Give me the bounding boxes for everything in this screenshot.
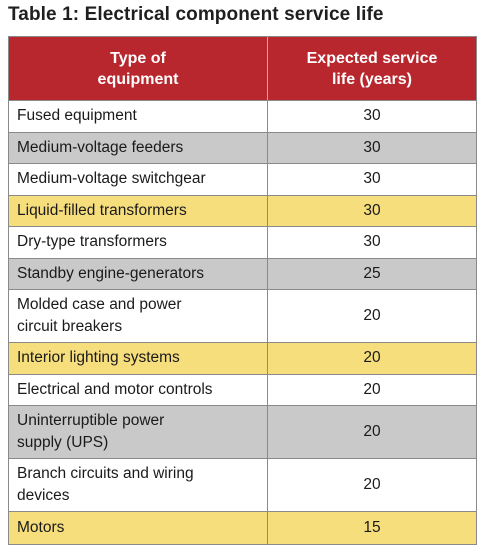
service-life-cell: 30 bbox=[363, 138, 381, 156]
equipment-cell: Electrical and motor controls bbox=[9, 374, 268, 405]
table-row: Interior lighting systems 20 bbox=[9, 343, 476, 375]
table-row: Electrical and motor controls 20 bbox=[9, 374, 476, 406]
equipment-cell: Interior lighting systems bbox=[9, 343, 268, 374]
equipment-cell: Fused equipment bbox=[9, 101, 268, 132]
equipment-cell: Molded case and power circuit breakers bbox=[9, 290, 268, 342]
table-row: Medium-voltage feeders 30 bbox=[9, 132, 476, 164]
service-life-cell: 15 bbox=[363, 518, 381, 536]
service-life-cell: 30 bbox=[363, 233, 381, 251]
table-row: Molded case and power circuit breakers 2… bbox=[9, 290, 476, 343]
table-row: Medium-voltage switchgear 30 bbox=[9, 164, 476, 196]
table-row: Standby engine-generators 25 bbox=[9, 258, 476, 290]
equipment-cell: Medium-voltage switchgear bbox=[9, 164, 268, 195]
table-row: Fused equipment 30 bbox=[9, 101, 476, 133]
table-row: Branch circuits and wiring devices 20 bbox=[9, 459, 476, 512]
service-life-cell: 30 bbox=[363, 170, 381, 188]
equipment-cell: Liquid-filled transformers bbox=[9, 195, 268, 226]
service-life-cell: 20 bbox=[363, 476, 381, 493]
table-title: Table 1: Electrical component service li… bbox=[8, 4, 384, 25]
table-row: Motors 15 bbox=[9, 512, 476, 544]
service-life-cell: 20 bbox=[363, 349, 381, 367]
service-life-cell: 30 bbox=[363, 201, 381, 219]
equipment-cell: Dry-type transformers bbox=[9, 227, 268, 258]
service-life-cell: 20 bbox=[363, 423, 381, 440]
equipment-cell: Medium-voltage feeders bbox=[9, 132, 268, 163]
table-row: Uninterruptible power supply (UPS) 20 bbox=[9, 406, 476, 459]
table-row: Liquid-filled transformers 30 bbox=[9, 195, 476, 227]
header-equipment-type: Type of equipment bbox=[9, 37, 268, 100]
service-life-cell: 25 bbox=[363, 264, 381, 282]
equipment-cell: Branch circuits and wiring devices bbox=[9, 459, 268, 511]
service-life-table: Type of equipment Expected service life … bbox=[8, 36, 477, 545]
table-header: Type of equipment Expected service life … bbox=[9, 37, 476, 101]
equipment-cell: Motors bbox=[9, 512, 268, 544]
service-life-cell: 30 bbox=[363, 107, 381, 125]
equipment-cell: Uninterruptible power supply (UPS) bbox=[9, 406, 268, 458]
header-service-life: Expected service life (years) bbox=[306, 49, 438, 88]
equipment-cell: Standby engine-generators bbox=[9, 258, 268, 289]
table-row: Dry-type transformers 30 bbox=[9, 227, 476, 259]
service-life-cell: 20 bbox=[363, 307, 381, 324]
service-life-cell: 20 bbox=[363, 380, 381, 398]
